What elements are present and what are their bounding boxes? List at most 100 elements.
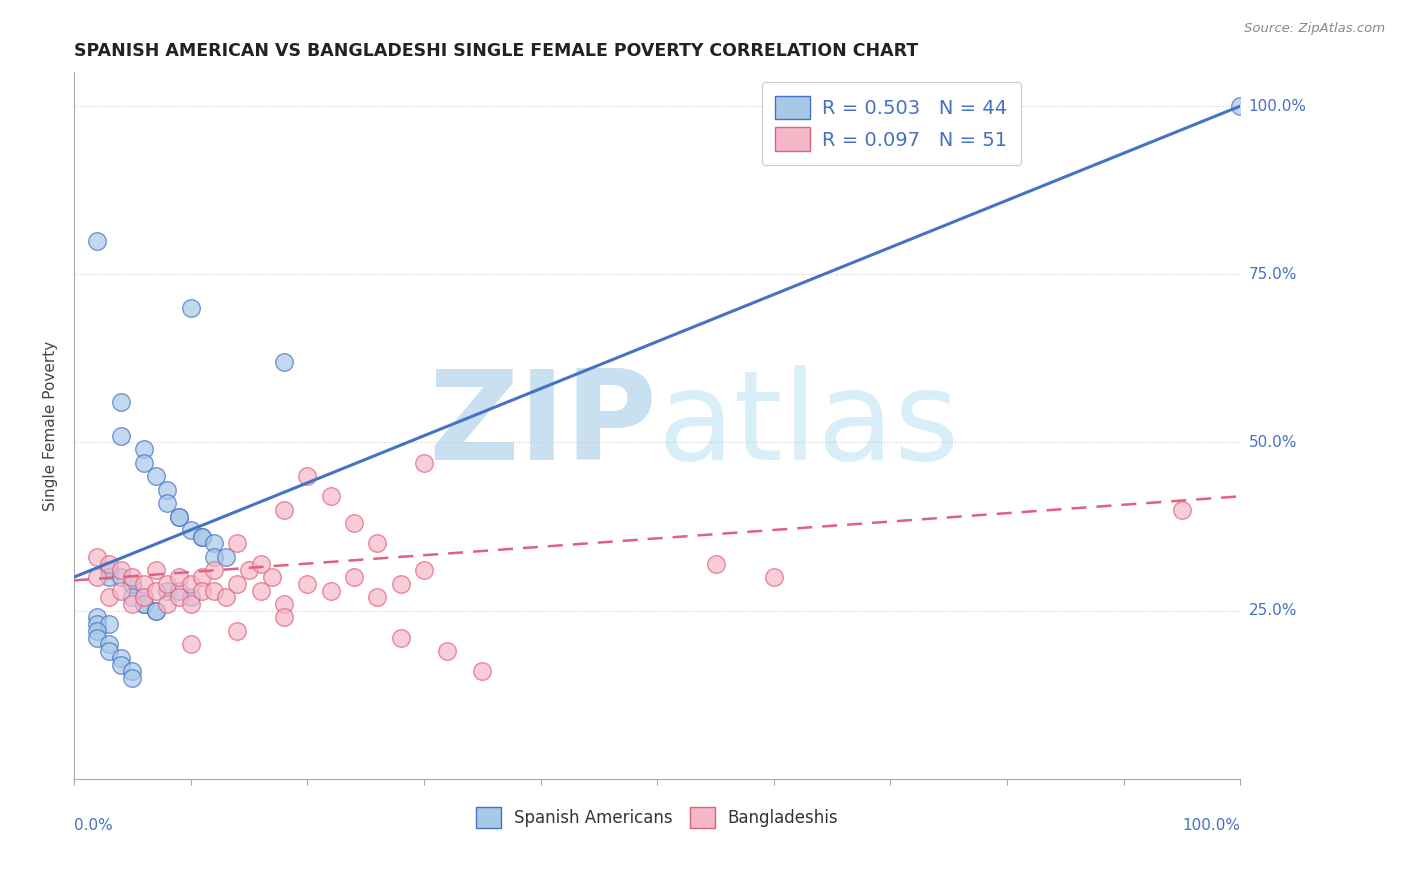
Point bbox=[86, 624, 108, 638]
Point bbox=[167, 509, 190, 524]
Text: 50.0%: 50.0% bbox=[1249, 435, 1296, 450]
Text: 100.0%: 100.0% bbox=[1249, 99, 1306, 113]
Point bbox=[202, 549, 225, 564]
Point bbox=[343, 516, 366, 531]
Point bbox=[156, 496, 179, 510]
Point bbox=[180, 576, 202, 591]
Point bbox=[156, 483, 179, 497]
Point bbox=[156, 576, 179, 591]
Point bbox=[86, 631, 108, 645]
Point bbox=[98, 563, 121, 577]
Point bbox=[145, 469, 167, 483]
Point bbox=[226, 624, 249, 638]
Point bbox=[110, 570, 132, 584]
Point bbox=[86, 234, 108, 248]
Point bbox=[413, 563, 436, 577]
Point bbox=[132, 456, 155, 470]
Point bbox=[273, 355, 295, 369]
Text: atlas: atlas bbox=[657, 365, 959, 486]
Point bbox=[366, 536, 388, 550]
Point bbox=[249, 557, 271, 571]
Point bbox=[180, 591, 202, 605]
Point bbox=[121, 665, 143, 679]
Point bbox=[180, 523, 202, 537]
Point bbox=[110, 583, 132, 598]
Point bbox=[98, 557, 121, 571]
Point bbox=[121, 570, 143, 584]
Point bbox=[202, 536, 225, 550]
Point bbox=[389, 576, 412, 591]
Point bbox=[86, 617, 108, 632]
Point bbox=[762, 570, 785, 584]
Text: ZIP: ZIP bbox=[429, 365, 657, 486]
Point bbox=[156, 583, 179, 598]
Point bbox=[121, 576, 143, 591]
Point bbox=[704, 557, 727, 571]
Point bbox=[413, 456, 436, 470]
Point bbox=[132, 591, 155, 605]
Point bbox=[1229, 99, 1251, 113]
Point bbox=[145, 604, 167, 618]
Point bbox=[156, 597, 179, 611]
Y-axis label: Single Female Poverty: Single Female Poverty bbox=[44, 341, 58, 511]
Point bbox=[215, 549, 238, 564]
Point bbox=[273, 503, 295, 517]
Point bbox=[132, 576, 155, 591]
Point bbox=[98, 570, 121, 584]
Point bbox=[226, 536, 249, 550]
Point bbox=[132, 591, 155, 605]
Text: SPANISH AMERICAN VS BANGLADESHI SINGLE FEMALE POVERTY CORRELATION CHART: SPANISH AMERICAN VS BANGLADESHI SINGLE F… bbox=[75, 42, 918, 60]
Text: 100.0%: 100.0% bbox=[1182, 818, 1240, 833]
Point bbox=[167, 570, 190, 584]
Point bbox=[297, 576, 319, 591]
Point bbox=[132, 597, 155, 611]
Point bbox=[366, 591, 388, 605]
Point bbox=[98, 617, 121, 632]
Point bbox=[167, 509, 190, 524]
Point bbox=[145, 563, 167, 577]
Point bbox=[191, 583, 214, 598]
Point bbox=[121, 671, 143, 685]
Point bbox=[238, 563, 260, 577]
Point bbox=[1171, 503, 1194, 517]
Point bbox=[110, 429, 132, 443]
Point bbox=[273, 597, 295, 611]
Point bbox=[145, 583, 167, 598]
Legend: Spanish Americans, Bangladeshis: Spanish Americans, Bangladeshis bbox=[470, 800, 845, 834]
Point bbox=[121, 597, 143, 611]
Point bbox=[202, 563, 225, 577]
Point bbox=[273, 610, 295, 624]
Point bbox=[191, 530, 214, 544]
Point bbox=[132, 597, 155, 611]
Point bbox=[319, 583, 342, 598]
Point bbox=[167, 583, 190, 598]
Point bbox=[180, 301, 202, 315]
Point bbox=[215, 591, 238, 605]
Point bbox=[132, 442, 155, 457]
Point bbox=[471, 665, 494, 679]
Text: 25.0%: 25.0% bbox=[1249, 603, 1296, 618]
Text: Source: ZipAtlas.com: Source: ZipAtlas.com bbox=[1244, 22, 1385, 36]
Point bbox=[86, 610, 108, 624]
Point bbox=[436, 644, 458, 658]
Point bbox=[86, 549, 108, 564]
Point bbox=[98, 644, 121, 658]
Point bbox=[180, 597, 202, 611]
Point bbox=[121, 591, 143, 605]
Point bbox=[202, 583, 225, 598]
Point bbox=[110, 395, 132, 409]
Point bbox=[226, 576, 249, 591]
Point bbox=[319, 489, 342, 503]
Text: 0.0%: 0.0% bbox=[75, 818, 112, 833]
Point bbox=[98, 591, 121, 605]
Point bbox=[145, 604, 167, 618]
Point bbox=[110, 650, 132, 665]
Point bbox=[180, 637, 202, 651]
Text: 75.0%: 75.0% bbox=[1249, 267, 1296, 282]
Point bbox=[86, 570, 108, 584]
Point bbox=[297, 469, 319, 483]
Point bbox=[343, 570, 366, 584]
Point bbox=[262, 570, 284, 584]
Point bbox=[110, 657, 132, 672]
Point bbox=[191, 530, 214, 544]
